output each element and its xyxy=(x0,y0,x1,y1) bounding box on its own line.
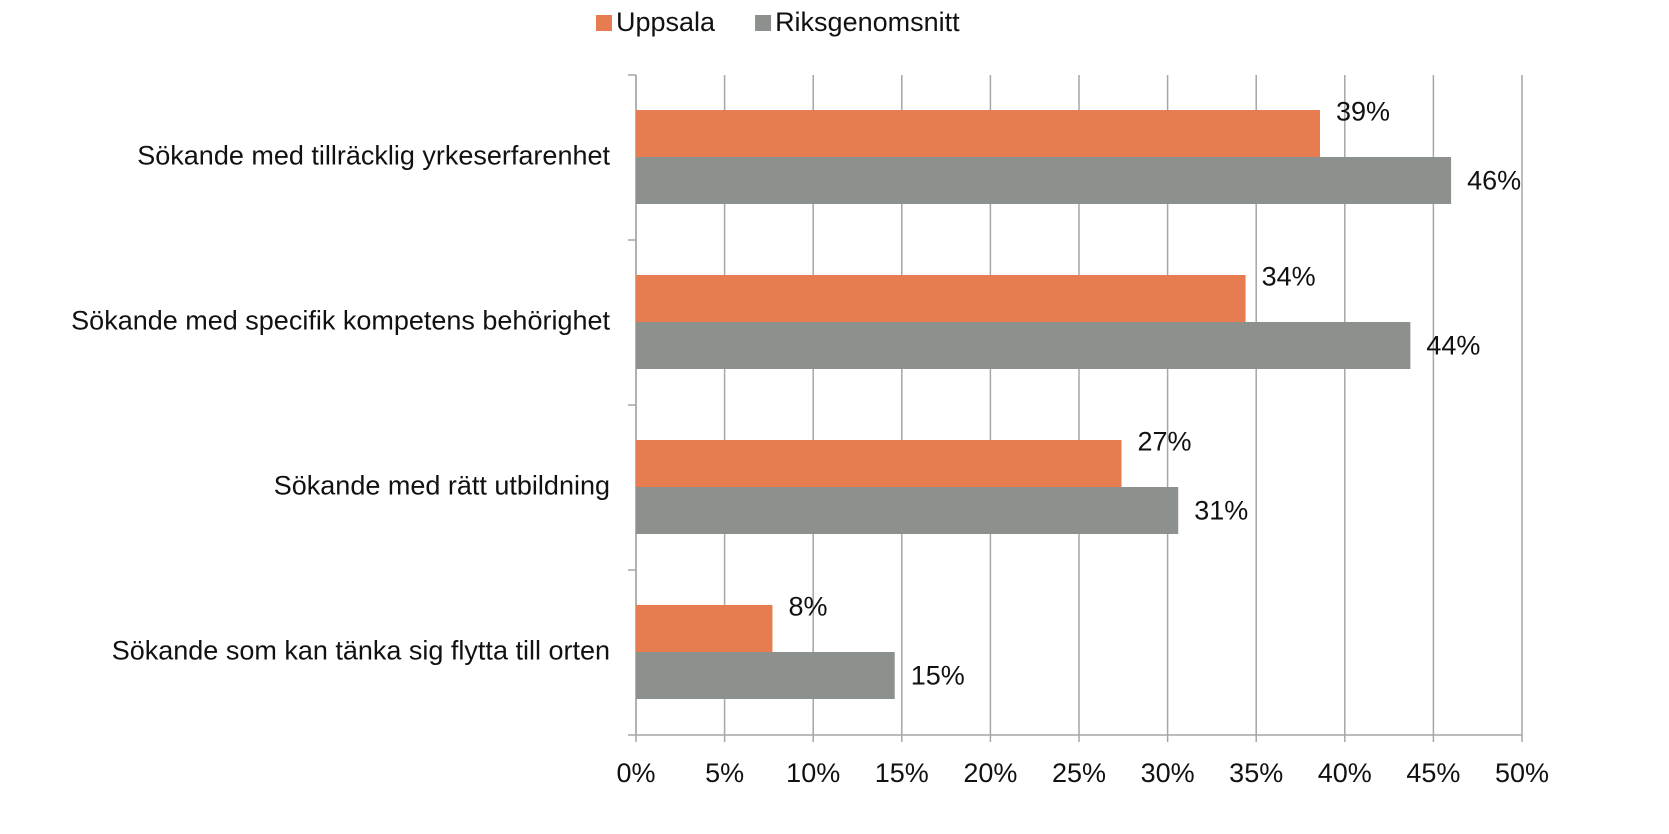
x-tick-label: 35% xyxy=(1229,758,1283,788)
x-tick-label: 30% xyxy=(1141,758,1195,788)
bar xyxy=(636,605,773,652)
bar xyxy=(636,157,1452,204)
x-tick-label: 50% xyxy=(1495,758,1549,788)
y-tick-label: Sökande med rätt utbildning xyxy=(274,471,610,501)
bar xyxy=(636,110,1320,157)
data-label: 15% xyxy=(911,661,965,691)
x-tick-label: 0% xyxy=(616,758,655,788)
y-tick-label: Sökande med specifik kompetens behörighe… xyxy=(71,306,610,336)
data-label: 27% xyxy=(1138,427,1192,457)
y-tick-label: Sökande med tillräcklig yrkeserfarenhet xyxy=(137,141,610,171)
x-tick-label: 45% xyxy=(1406,758,1460,788)
x-tick-label: 20% xyxy=(963,758,1017,788)
legend-label: Riksgenomsnitt xyxy=(775,7,960,37)
x-tick-label: 10% xyxy=(786,758,840,788)
data-label: 34% xyxy=(1262,262,1316,292)
x-tick-label: 40% xyxy=(1318,758,1372,788)
bar xyxy=(636,652,895,699)
bar xyxy=(636,487,1179,534)
data-label: 8% xyxy=(788,592,827,622)
bar xyxy=(636,440,1122,487)
x-tick-label: 5% xyxy=(705,758,744,788)
bar xyxy=(636,275,1246,322)
data-label: 46% xyxy=(1467,166,1521,196)
data-label: 44% xyxy=(1426,331,1480,361)
data-label: 31% xyxy=(1194,496,1248,526)
data-label: 39% xyxy=(1336,97,1390,127)
x-tick-label: 15% xyxy=(875,758,929,788)
legend-swatch xyxy=(596,15,612,31)
x-tick-label: 25% xyxy=(1052,758,1106,788)
legend-swatch xyxy=(755,15,772,31)
bar xyxy=(636,322,1411,369)
legend-label: Uppsala xyxy=(616,7,716,37)
y-tick-label: Sökande som kan tänka sig flytta till or… xyxy=(112,636,610,666)
